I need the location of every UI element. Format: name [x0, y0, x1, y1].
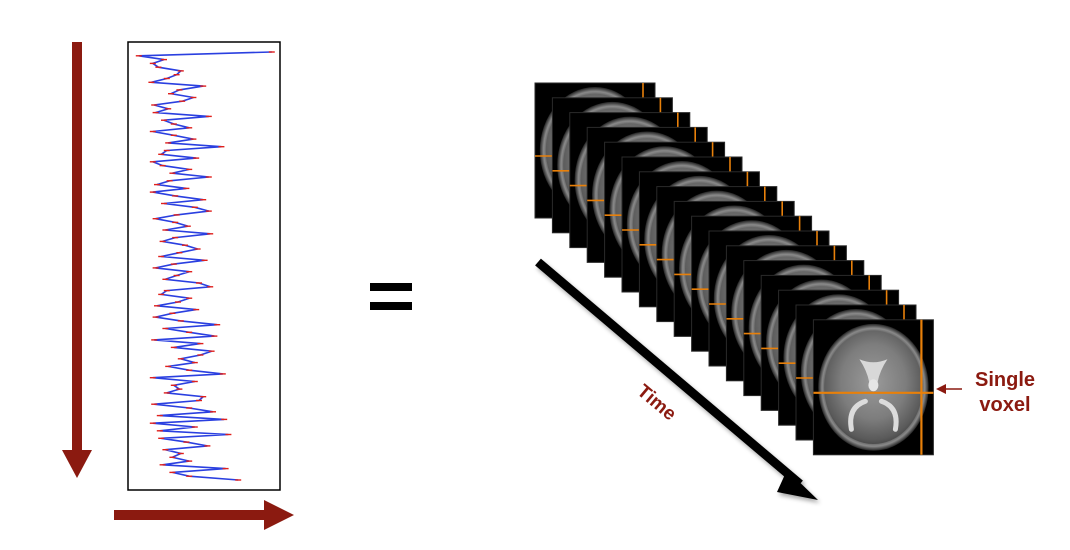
single-voxel-label-line1: Single: [975, 369, 1035, 391]
single-voxel-pointer: [936, 384, 962, 394]
front-brain-slice: [812, 319, 934, 456]
brain-volume-stack: [534, 82, 934, 456]
time-label: Time: [633, 381, 680, 425]
amplitude-axis-arrow: [114, 500, 294, 530]
single-voxel-label-line2: voxel: [979, 394, 1030, 416]
voxel-timeseries-signal: [135, 51, 275, 481]
time-axis-arrow: [62, 42, 92, 478]
equals-sign: [370, 283, 412, 310]
time-arrow: [535, 258, 818, 500]
